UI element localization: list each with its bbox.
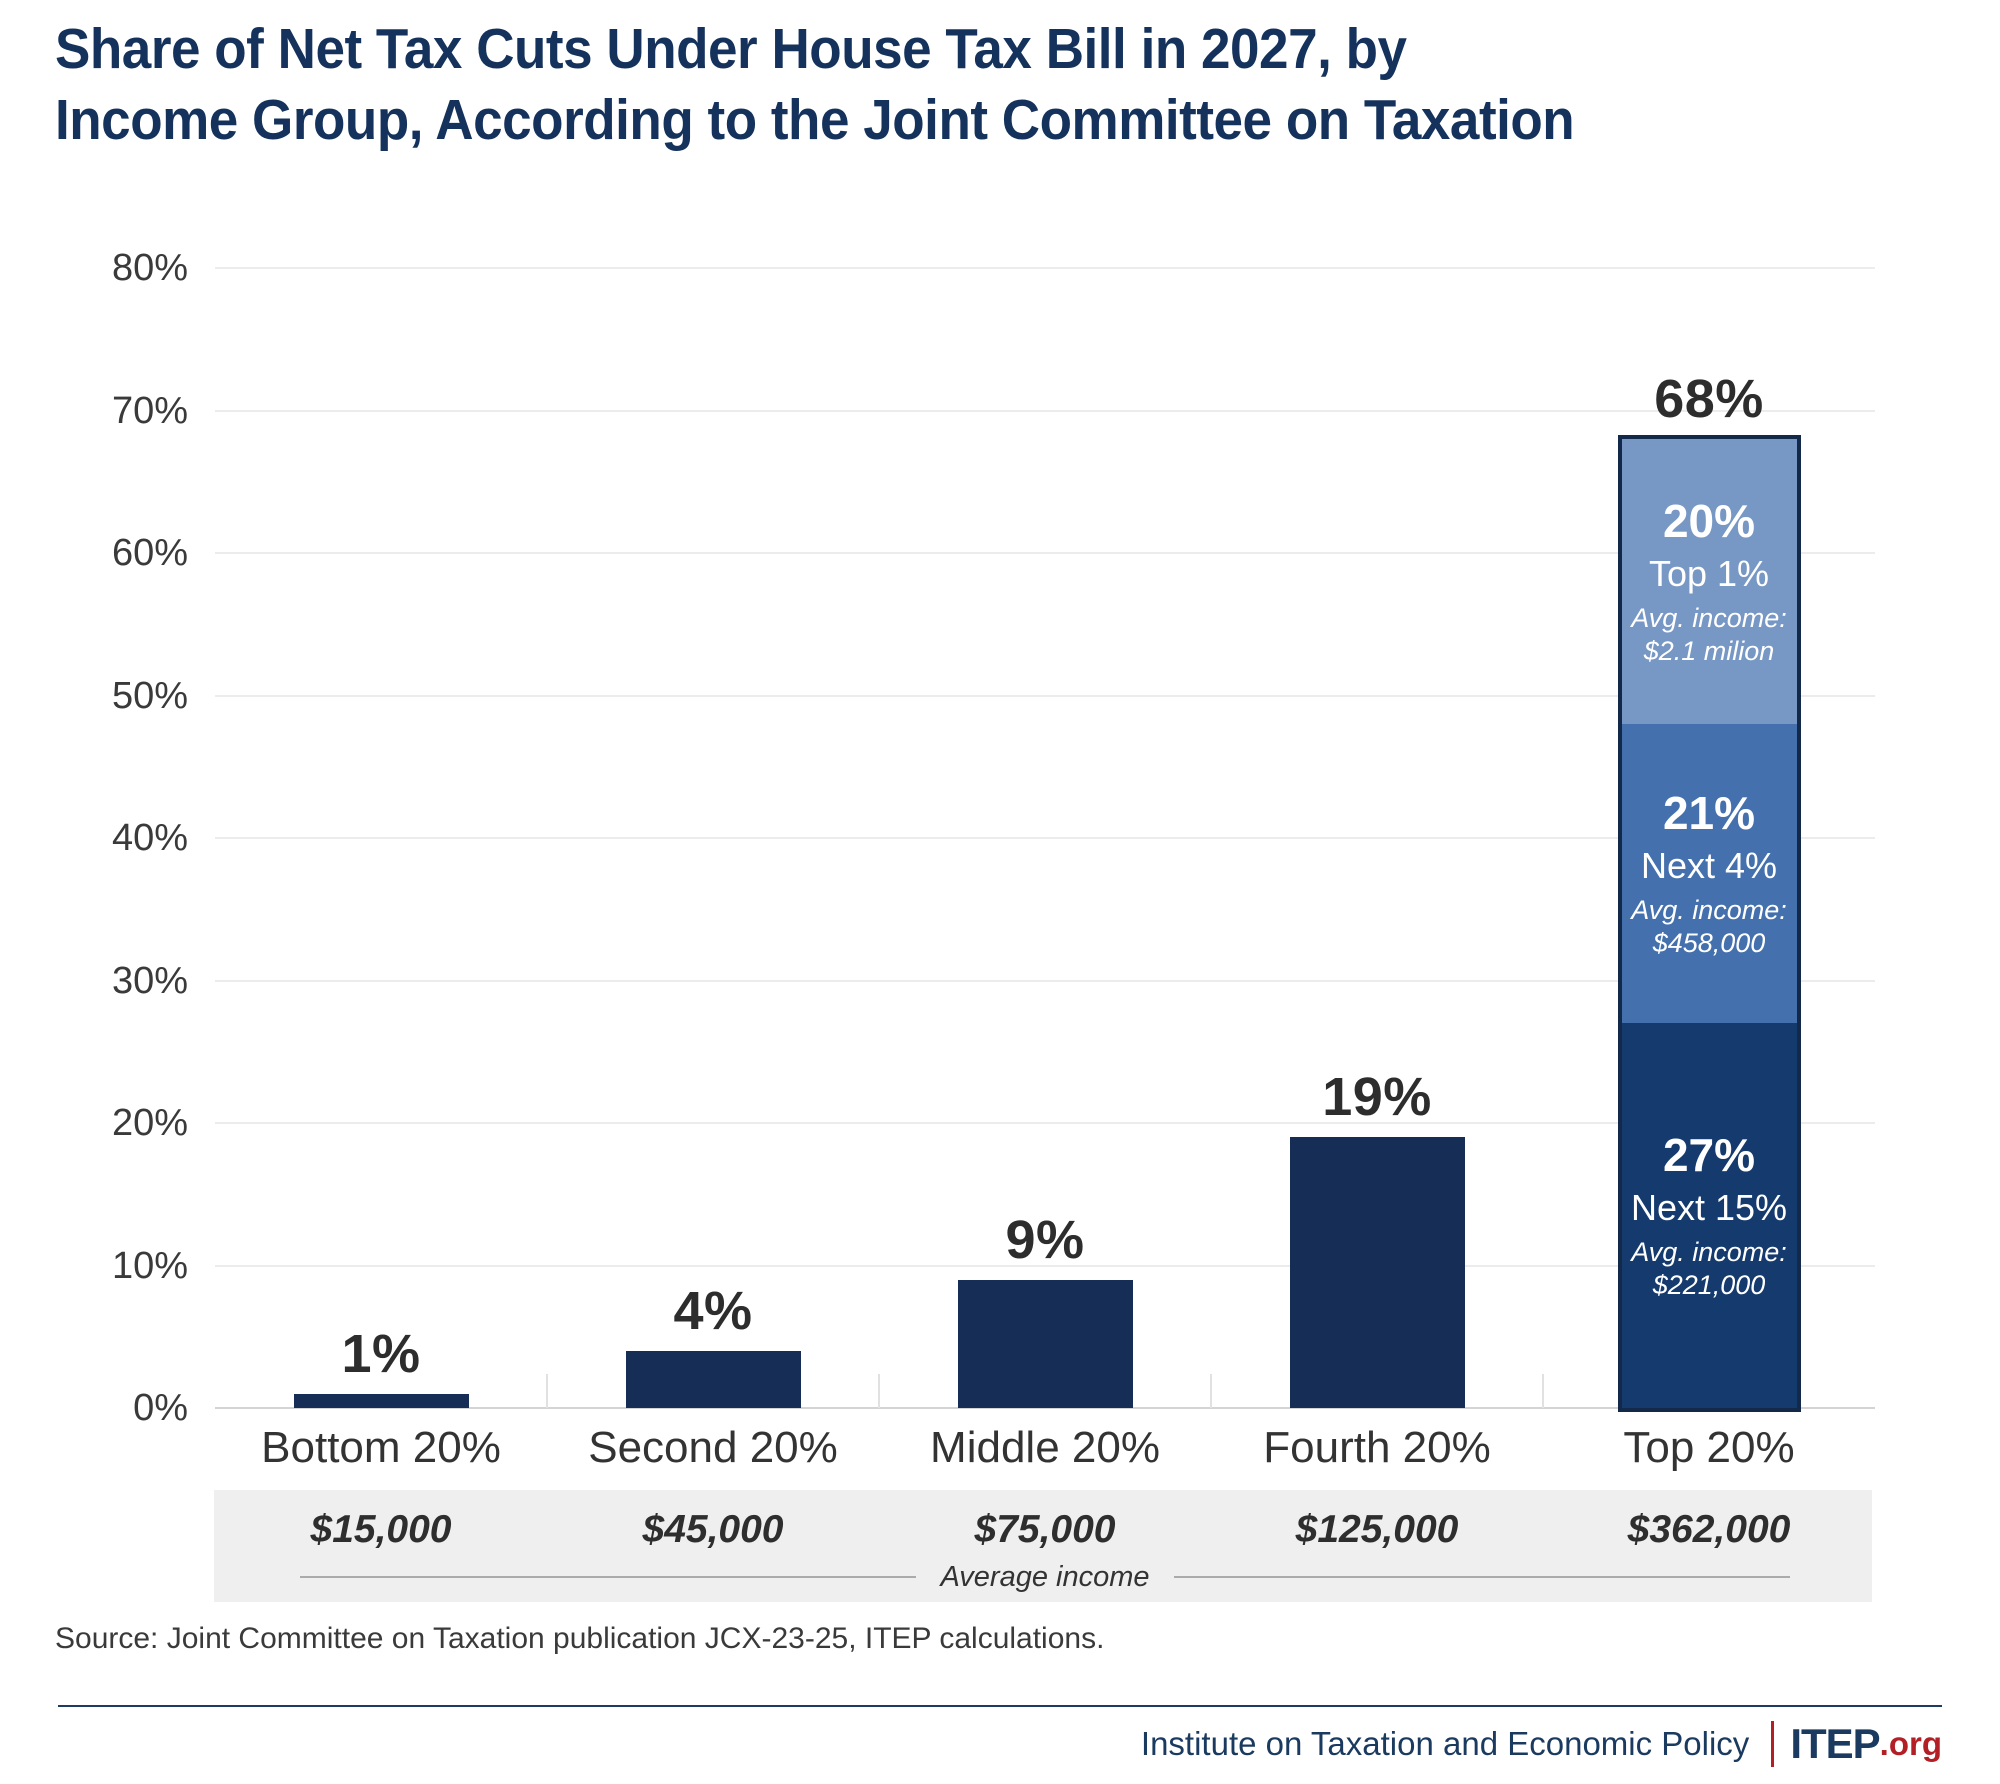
chart-title-line2: Income Group, According to the Joint Com… [55,88,1575,152]
segment-avg-income: Avg. income: $2.1 milion [1631,602,1787,668]
footer-separator [1771,1721,1775,1767]
segment-avg-income-line: $2.1 milion [1643,635,1775,666]
y-tick-label-40: 40% [111,817,188,859]
average-income-caption-row: Average income [300,1560,1791,1593]
chart-title-line1: Share of Net Tax Cuts Under House Tax Bi… [55,17,1407,81]
gridline-10 [215,1264,1875,1267]
y-tick-label-70: 70% [111,389,188,432]
segment-group-label: Next 15% [1630,1186,1788,1228]
segment-avg-income-line: Avg. income: [1631,894,1787,925]
source-note: Source: Joint Committee on Taxation publ… [55,1622,1105,1655]
bar-value-label-bottom-20: 1% [341,1323,421,1384]
bar-second-20 [625,1351,801,1408]
y-tick-label-50: 50% [111,674,188,717]
segment-avg-income: Avg. income: $458,000 [1631,894,1787,960]
income-label-second-20: $45,000 [642,1508,784,1551]
gridline-30 [215,979,1875,982]
chart-title: Share of Net Tax Cuts Under House Tax Bi… [55,14,1575,156]
y-tick-label-20: 20% [111,1102,188,1144]
bar-middle-20 [957,1279,1133,1408]
segment-avg-income-line: $221,000 [1652,1269,1766,1300]
bar-value-label-top-20: 68% [1654,369,1764,429]
y-tick-label-80: 80% [111,247,188,289]
category-label-bottom-20: Bottom 20% [261,1423,501,1472]
average-income-band [214,1490,1872,1602]
segment-group-label: Top 1% [1648,552,1770,594]
category-label-middle-20: Middle 20% [930,1423,1160,1472]
segment-value-label: 21% [1662,786,1756,839]
income-label-fourth-20: $125,000 [1295,1508,1459,1551]
footer-divider [58,1705,1942,1707]
income-label-bottom-20: $15,000 [310,1508,452,1551]
gridline-60 [215,552,1875,554]
segment-next-15: 27% Next 15% Avg. income: $221,000 [1621,1023,1797,1408]
income-label-middle-20: $75,000 [974,1508,1116,1551]
bar-fourth-20 [1289,1137,1465,1408]
y-tick-label-60: 60% [111,532,188,574]
average-income-caption: Average income [940,1560,1150,1593]
gridline-70 [215,409,1875,412]
segment-avg-income-line: Avg. income: [1631,1236,1787,1267]
segment-next-4: 21% Next 4% Avg. income: $458,000 [1621,724,1797,1024]
category-separator [878,1374,880,1408]
category-separator [1542,1374,1544,1408]
category-separator [1210,1374,1212,1408]
segment-group-label: Next 4% [1640,844,1778,886]
category-label-second-20: Second 20% [588,1423,838,1472]
org-name: Institute on Taxation and Economic Polic… [1140,1725,1750,1762]
bar-top-20-stacked: 20% Top 1% Avg. income: $2.1 milion 21% Next … [1617,435,1801,1412]
segment-value-label: 20% [1662,494,1756,547]
itep-logo-suffix: .org [1879,1725,1942,1762]
bar-value-label-fourth-20: 19% [1322,1067,1432,1128]
income-label-top-20: $362,000 [1627,1508,1791,1551]
bar-bottom-20 [293,1393,469,1408]
caption-line-left [300,1576,917,1578]
segment-top-1: 20% Top 1% Avg. income: $2.1 milion [1621,439,1797,724]
x-axis-line [215,1407,1875,1409]
bar-value-label-second-20: 4% [673,1281,753,1341]
caption-line-right [1173,1576,1791,1578]
gridline-80 [215,267,1875,269]
gridline-20 [215,1122,1875,1124]
segment-avg-income-line: Avg. income: [1631,602,1787,633]
y-tick-label-30: 30% [111,959,188,1002]
category-separator [546,1374,548,1408]
bar-value-label-middle-20: 9% [1005,1209,1085,1270]
segment-avg-income: Avg. income: $221,000 [1631,1236,1787,1302]
itep-logo: ITEP [1790,1720,1880,1767]
segment-value-label: 27% [1662,1128,1756,1181]
category-label-fourth-20: Fourth 20% [1263,1423,1491,1472]
footer: Institute on Taxation and Economic Polic… [1141,1720,1942,1768]
category-label-top-20: Top 20% [1623,1423,1795,1472]
y-tick-label-0: 0% [133,1387,188,1429]
segment-avg-income-line: $458,000 [1652,927,1766,958]
y-tick-label-10: 10% [111,1244,188,1287]
gridline-40 [215,837,1875,839]
gridline-50 [215,694,1875,697]
